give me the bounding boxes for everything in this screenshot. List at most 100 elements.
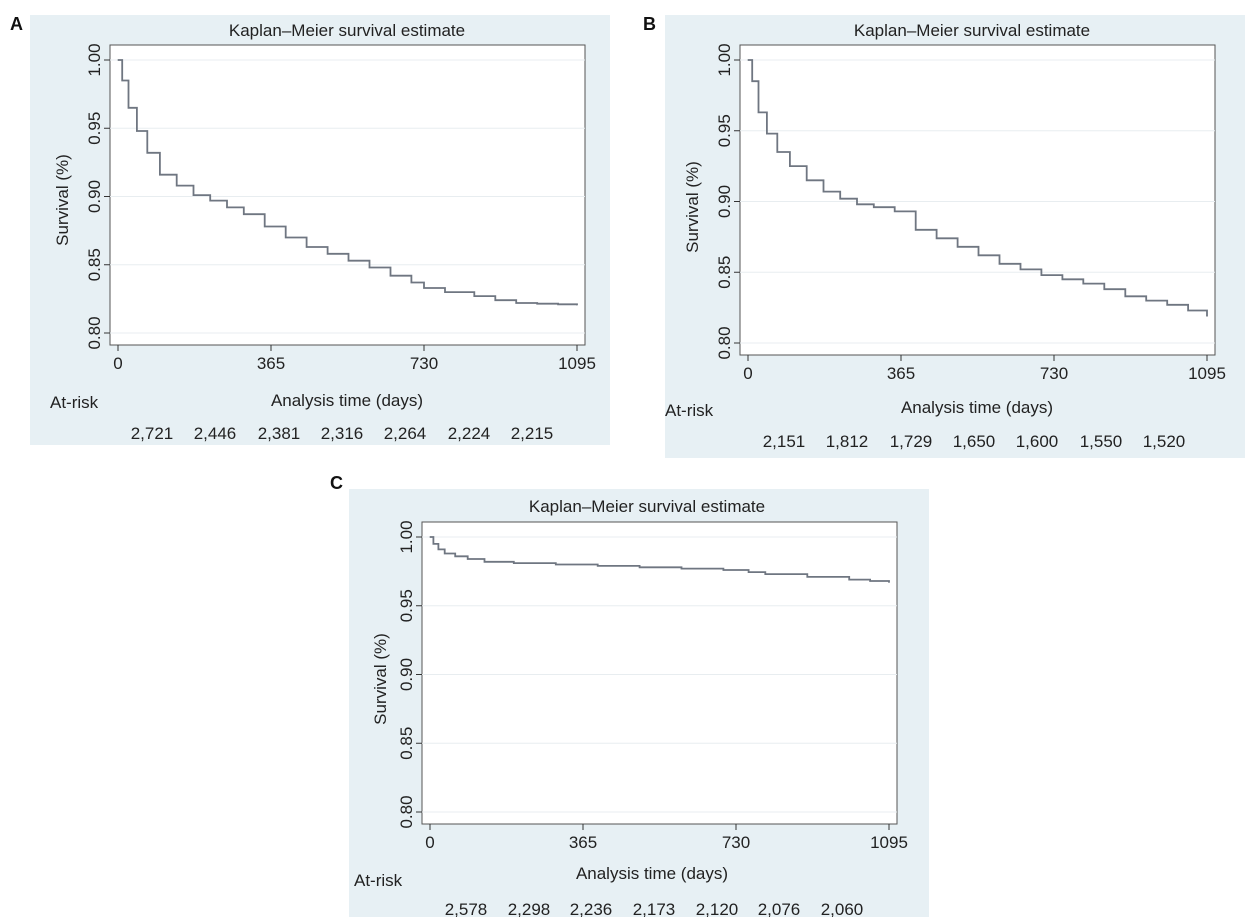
curve-point (822, 190, 825, 193)
x-tick-label: 0 (113, 354, 122, 373)
curve-point (473, 295, 475, 297)
at-risk-value: 2,578 (445, 900, 488, 917)
at-risk-value: 1,550 (1080, 432, 1123, 451)
at-risk-value: 2,381 (258, 424, 301, 443)
y-axis-label: Survival (%) (371, 633, 390, 725)
y-tick-label: 0.95 (85, 112, 104, 145)
curve-point (722, 569, 725, 571)
plot-area (739, 44, 1216, 356)
y-axis-label: Survival (%) (53, 154, 72, 246)
curve-point (956, 246, 959, 248)
curve-point (856, 203, 858, 205)
curve-point (347, 260, 350, 262)
curve-point (494, 299, 496, 301)
x-tick-label: 730 (1040, 364, 1068, 383)
curve-point (680, 568, 683, 570)
curve-point (806, 576, 808, 578)
curve-point (429, 536, 431, 538)
y-axis-label: Survival (%) (683, 161, 702, 253)
curve-point (789, 165, 791, 167)
curve-point (1166, 304, 1168, 306)
panel-label: B (643, 14, 656, 34)
y-tick-label: 0.80 (85, 316, 104, 349)
y-tick-label: 0.95 (715, 114, 734, 147)
x-tick-label: 730 (410, 354, 438, 373)
x-tick-label: 365 (257, 354, 285, 373)
curve-point (192, 194, 195, 196)
curve-point (555, 563, 557, 566)
chart-title: Kaplan–Meier survival estimate (229, 21, 465, 40)
curve-point (423, 287, 425, 289)
curve-point (483, 561, 486, 563)
at-risk-value: 2,298 (508, 900, 551, 917)
y-tick-label: 1.00 (397, 520, 416, 553)
curve-point (1124, 295, 1126, 297)
at-risk-value: 2,236 (570, 900, 613, 917)
curve-point (264, 225, 266, 228)
curve-point (888, 581, 890, 583)
y-tick-label: 0.90 (715, 185, 734, 218)
at-risk-value: 2,316 (321, 424, 364, 443)
curve-point (915, 229, 917, 231)
curve-point (368, 266, 371, 269)
y-tick-label: 0.90 (397, 658, 416, 691)
curve-point (848, 579, 850, 581)
y-tick-label: 0.80 (715, 326, 734, 359)
at-risk-value: 2,446 (194, 424, 237, 443)
curve-point (894, 210, 896, 213)
at-risk-value: 2,076 (758, 900, 801, 917)
curve-point (1040, 274, 1043, 276)
curve-point (513, 562, 515, 564)
curve-point (839, 198, 841, 200)
plot-area (109, 44, 586, 346)
x-tick-label: 365 (887, 364, 915, 383)
curve-point (764, 573, 766, 575)
chart-title: Kaplan–Meier survival estimate (854, 21, 1090, 40)
curve-point (146, 152, 148, 154)
curve-point (127, 107, 130, 109)
panel-label: A (10, 14, 23, 34)
curve-point (757, 111, 760, 113)
curve-point (806, 179, 808, 181)
curve-point (936, 237, 938, 239)
curve-point (454, 555, 456, 557)
plot-area (421, 521, 898, 825)
curve-point (597, 565, 599, 567)
y-tick-label: 1.00 (85, 43, 104, 76)
curve-point (467, 558, 469, 560)
curve-point (121, 79, 123, 82)
curve-point (437, 548, 439, 550)
curve-point (873, 206, 875, 208)
at-risk-value: 2,151 (763, 432, 806, 451)
curve-point (977, 254, 980, 256)
at-risk-value: 1,729 (890, 432, 933, 451)
curve-point (432, 543, 434, 545)
x-axis-label: Analysis time (days) (271, 391, 423, 410)
curve-point (536, 303, 538, 305)
x-axis-label: Analysis time (days) (901, 398, 1053, 417)
curve-point (117, 59, 119, 61)
at-risk-value: 1,600 (1016, 432, 1059, 451)
curve-point (326, 253, 329, 255)
x-tick-label: 365 (569, 833, 597, 852)
y-tick-label: 0.85 (85, 248, 104, 281)
curve-point (869, 580, 871, 582)
curve-point (243, 213, 245, 215)
curve-point (1206, 315, 1208, 317)
curve-point (159, 174, 161, 176)
curve-point (136, 130, 138, 132)
x-axis-label: Analysis time (days) (576, 864, 728, 883)
y-tick-label: 0.80 (397, 795, 416, 828)
y-tick-label: 0.95 (397, 589, 416, 622)
curve-point (1103, 288, 1105, 290)
chart-title: Kaplan–Meier survival estimate (529, 497, 765, 516)
curve-point (747, 59, 749, 61)
y-tick-label: 0.90 (85, 180, 104, 213)
panel-label: C (330, 473, 343, 493)
at-risk-value: 1,650 (953, 432, 996, 451)
y-tick-label: 0.85 (715, 256, 734, 289)
curve-point (285, 236, 287, 239)
curve-point (226, 206, 228, 209)
curve-point (1145, 299, 1147, 302)
at-risk-value: 2,120 (696, 900, 739, 917)
